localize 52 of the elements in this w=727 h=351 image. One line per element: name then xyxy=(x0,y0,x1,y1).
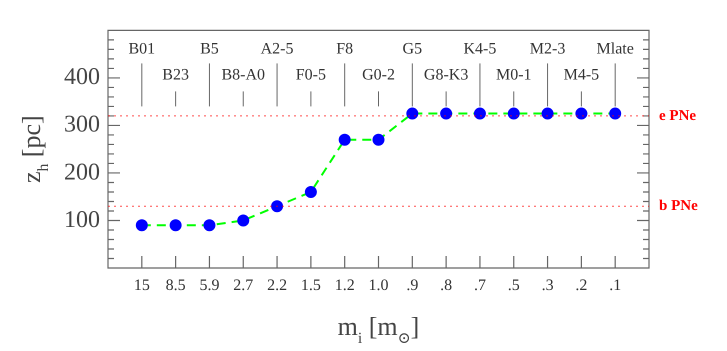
y-tick-label: 400 xyxy=(64,64,100,90)
annotation: G8-K3 xyxy=(424,66,468,84)
y-axis-title: zh [pc] xyxy=(17,115,52,184)
annotation: M4-5 xyxy=(564,66,600,84)
x-tick-label: 1.2 xyxy=(334,276,355,294)
annotation: B5 xyxy=(200,40,219,58)
ref-line-label: b PNe xyxy=(659,198,698,214)
point xyxy=(372,134,384,146)
annotation: Mlate xyxy=(596,40,634,58)
x-tick-label: 5.9 xyxy=(199,276,220,294)
x-tick-label: .7 xyxy=(474,276,486,294)
annotation: B8-A0 xyxy=(221,66,266,84)
annotation: G0-2 xyxy=(362,66,395,84)
point xyxy=(237,214,250,226)
point xyxy=(542,108,554,120)
x-tick-label: 2.2 xyxy=(267,276,288,294)
annotation: F8 xyxy=(336,40,354,58)
y-tick-label: 200 xyxy=(64,159,100,186)
point xyxy=(136,219,148,232)
x-tick-label: .9 xyxy=(406,276,418,294)
annotation: A2-5 xyxy=(260,40,294,58)
x-tick-label: 1.0 xyxy=(368,276,388,294)
annotation: M0-1 xyxy=(496,66,532,84)
x-tick-label: 1.5 xyxy=(300,276,321,294)
x-tick-label: 8.5 xyxy=(166,276,186,294)
y-tick-label: 300 xyxy=(64,112,100,138)
x-tick-label: 2.7 xyxy=(233,276,254,294)
point xyxy=(338,134,351,146)
x-tick-label: .1 xyxy=(609,276,622,294)
point xyxy=(474,108,486,120)
point xyxy=(304,186,317,198)
annotation: F0-5 xyxy=(296,66,326,84)
annotation: B01 xyxy=(128,40,156,58)
annotation: M2-3 xyxy=(530,40,566,58)
annotation: G5 xyxy=(402,40,422,58)
point xyxy=(203,219,216,232)
point xyxy=(170,219,182,232)
point xyxy=(440,108,452,120)
x-tick-label: 15 xyxy=(134,276,150,294)
point xyxy=(575,108,588,120)
point xyxy=(406,108,418,120)
x-tick-label: .3 xyxy=(542,276,554,294)
point xyxy=(271,200,284,212)
point xyxy=(609,108,622,120)
x-tick-label: .8 xyxy=(440,276,452,294)
annotation: K4-5 xyxy=(463,40,496,58)
ref-line-label: e PNe xyxy=(659,108,696,124)
x-tick-label: .2 xyxy=(575,276,588,294)
x-tick-label: .5 xyxy=(508,276,520,294)
annotation: B23 xyxy=(162,66,189,84)
y-tick-label: 100 xyxy=(64,206,100,233)
point xyxy=(508,108,520,120)
